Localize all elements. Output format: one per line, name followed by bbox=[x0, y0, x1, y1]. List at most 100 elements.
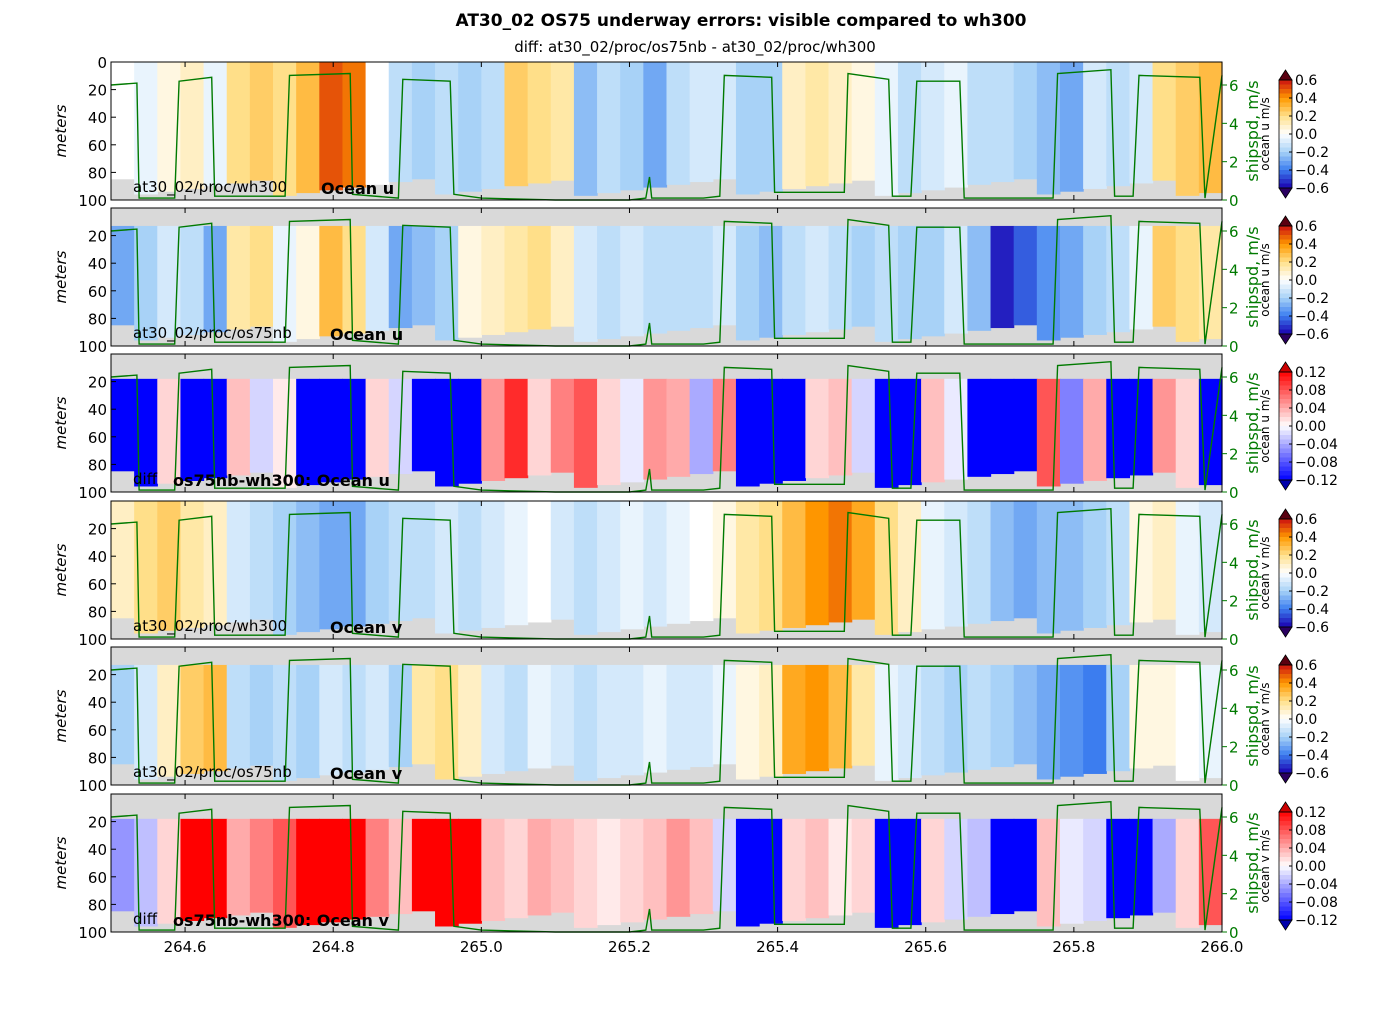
heatmap-cell bbox=[226, 818, 251, 916]
heatmap-cell bbox=[851, 225, 876, 327]
colorbar-segment bbox=[1279, 723, 1292, 729]
heatmap-cell bbox=[365, 818, 390, 917]
heatmap-cell bbox=[643, 62, 668, 188]
heatmap-cell bbox=[481, 62, 506, 189]
colorbar-segment bbox=[1279, 857, 1292, 862]
heatmap-cell bbox=[180, 501, 205, 628]
heatmap-cell bbox=[249, 62, 274, 181]
ytick-label: 20 bbox=[88, 374, 107, 392]
ytick-label: 40 bbox=[88, 255, 107, 273]
shipspd-line bbox=[110, 507, 1223, 640]
heatmap-cell bbox=[365, 664, 390, 770]
colorbar-extend-top bbox=[1278, 69, 1293, 81]
right-tick-label: 6 bbox=[1229, 223, 1239, 241]
colorbar-tick-label: 0.00 bbox=[1295, 859, 1326, 875]
heatmap-cell bbox=[1106, 378, 1131, 479]
colorbar-segment bbox=[1279, 399, 1292, 404]
heatmap-cell bbox=[435, 501, 459, 634]
heatmap-cell bbox=[967, 664, 992, 770]
colorbar-segment bbox=[1279, 102, 1292, 108]
heatmap-cell bbox=[643, 664, 668, 773]
colorbar-label: ocean u m/s bbox=[1258, 389, 1272, 463]
heatmap-cell bbox=[273, 664, 297, 781]
ylabel: meters bbox=[52, 396, 70, 449]
heatmap-cell bbox=[897, 378, 922, 486]
heatmap-cell bbox=[990, 664, 1015, 768]
panel-variable-label: os75nb-wh300: Ocean v bbox=[173, 911, 390, 930]
heatmap-cell bbox=[342, 378, 367, 480]
heatmap-cell bbox=[1152, 225, 1177, 327]
heatmap-cell bbox=[249, 378, 274, 473]
heatmap-cell bbox=[1083, 225, 1107, 335]
heatmap-cell bbox=[712, 501, 737, 619]
colorbar-segment bbox=[1279, 852, 1292, 858]
heatmap-cell bbox=[111, 378, 135, 472]
colorbar-segment bbox=[1279, 394, 1292, 400]
colorbar-segment bbox=[1279, 289, 1292, 294]
colorbar-segment bbox=[1279, 466, 1292, 472]
heatmap-cell bbox=[990, 62, 1015, 183]
heatmap-cell bbox=[782, 62, 806, 189]
right-tick-label: 0 bbox=[1229, 192, 1239, 210]
xtick-label: 265.0 bbox=[460, 938, 503, 956]
colorbar-segment bbox=[1279, 732, 1292, 738]
colorbar-tick-label: −0.08 bbox=[1295, 895, 1338, 911]
colorbar-tick-label: 0.04 bbox=[1295, 401, 1326, 417]
colorbar-segment bbox=[1279, 821, 1292, 826]
heatmap-cell bbox=[1129, 818, 1154, 916]
heatmap-cell bbox=[249, 225, 274, 327]
colorbar-tick-label: 0.2 bbox=[1295, 548, 1317, 564]
colorbar-segment bbox=[1279, 129, 1292, 135]
heatmap-cell bbox=[111, 62, 135, 180]
heatmap-cell bbox=[435, 818, 459, 927]
colorbar-extend-bottom bbox=[1278, 919, 1293, 931]
heatmap-cell bbox=[573, 818, 598, 928]
heatmap-cell bbox=[527, 225, 552, 330]
heatmap-cell bbox=[180, 818, 205, 921]
heatmap-cell bbox=[712, 664, 737, 765]
colorbar-tick-label: −0.6 bbox=[1295, 766, 1329, 782]
colorbar-tick-label: 0.6 bbox=[1295, 73, 1317, 89]
heatmap-cell bbox=[1129, 225, 1154, 330]
heatmap-cell bbox=[828, 664, 853, 769]
heatmap-cell bbox=[203, 664, 228, 772]
heatmap-cell bbox=[435, 664, 459, 780]
colorbar-segment bbox=[1279, 120, 1292, 126]
figure-title: AT30_02 OS75 underway errors: visible co… bbox=[455, 11, 1026, 31]
right-tick-label: 4 bbox=[1229, 700, 1239, 718]
heatmap-cell bbox=[411, 664, 436, 765]
colorbar-segment bbox=[1279, 665, 1292, 670]
colorbar-tick-label: −0.4 bbox=[1295, 602, 1329, 618]
colorbar-extend-top bbox=[1278, 361, 1293, 373]
colorbar-segment bbox=[1279, 426, 1292, 431]
heatmap-cell bbox=[527, 664, 552, 769]
ytick-label: 60 bbox=[88, 137, 107, 155]
colorbar-segment bbox=[1279, 710, 1292, 715]
xtick-label: 264.8 bbox=[312, 938, 355, 956]
colorbar-tick-label: 0.4 bbox=[1295, 91, 1317, 107]
heatmap-cell bbox=[851, 501, 876, 620]
heatmap-cell bbox=[481, 225, 506, 335]
heatmap-cell bbox=[597, 818, 621, 926]
heatmap-cell bbox=[597, 378, 621, 486]
colorbar-segment bbox=[1279, 728, 1292, 733]
colorbar-segment bbox=[1279, 843, 1292, 849]
colorbar-tick-label: 0.4 bbox=[1295, 237, 1317, 253]
colorbar-tick-label: 0.2 bbox=[1295, 255, 1317, 271]
heatmap-cell bbox=[180, 62, 205, 189]
heatmap-cell bbox=[203, 501, 228, 626]
colorbar-segment bbox=[1279, 692, 1292, 697]
heatmap-cell bbox=[365, 501, 390, 624]
colorbar-segment bbox=[1279, 830, 1292, 835]
heatmap-cell bbox=[157, 664, 182, 777]
colorbar-segment bbox=[1279, 244, 1292, 249]
heatmap-cell bbox=[643, 225, 668, 334]
heatmap-cell bbox=[1175, 501, 1200, 635]
colorbar-segment bbox=[1279, 741, 1292, 747]
ytick-label: 40 bbox=[88, 109, 107, 127]
heatmap-cell bbox=[897, 664, 922, 779]
colorbar-segment bbox=[1279, 107, 1292, 112]
ytick-label: 80 bbox=[88, 164, 107, 182]
heatmap-cell bbox=[874, 62, 899, 196]
